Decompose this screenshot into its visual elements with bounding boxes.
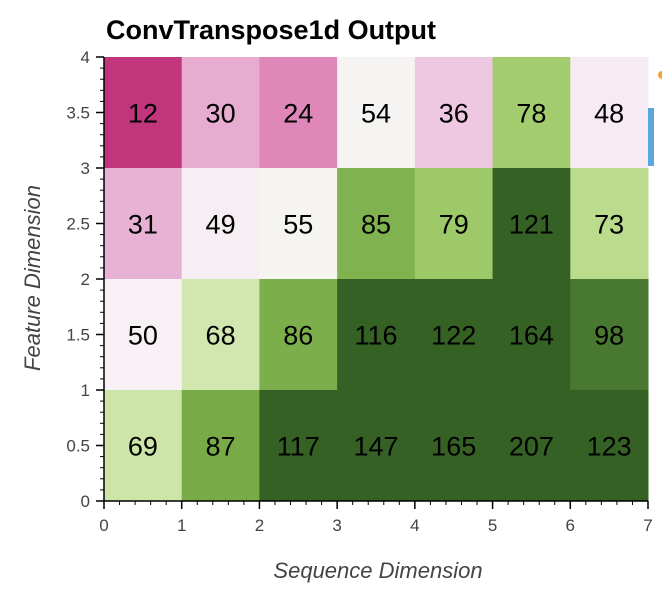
cell-value-label-r0-c0: 12	[128, 99, 158, 129]
x-tick-label-4: 4	[410, 516, 419, 535]
heatmap-cell-r3-c6[interactable]	[570, 390, 649, 502]
y-tick-label-6: 3	[81, 159, 90, 178]
cell-value-label-r0-c3: 54	[361, 99, 391, 129]
cell-value-label-r0-c6: 48	[594, 99, 624, 129]
cell-value-label-r3-c0: 69	[128, 432, 158, 462]
cell-value-label-r2-c6: 98	[594, 321, 624, 351]
heatmap-cell-r0-c4[interactable]	[414, 57, 494, 169]
heatmap-cell-r2-c0[interactable]	[104, 279, 183, 391]
cell-value-label-r0-c5: 78	[516, 99, 546, 129]
heatmap-cell-r2-c6[interactable]	[570, 279, 649, 391]
cell-value-label-r2-c1: 68	[206, 321, 236, 351]
cell-value-label-r2-c5: 164	[509, 321, 554, 351]
cell-value-label-r1-c3: 85	[361, 210, 391, 240]
y-tick-label-2: 1	[81, 381, 90, 400]
heatmap-cell-r3-c5[interactable]	[492, 390, 571, 502]
heatmap-cell-r3-c4[interactable]	[414, 390, 494, 502]
cell-value-label-r3-c2: 117	[277, 432, 320, 462]
cell-value-label-r1-c4: 79	[439, 210, 469, 240]
cell-value-label-r0-c4: 36	[439, 99, 469, 129]
partial-toolbar-icon[interactable]	[658, 71, 662, 79]
heatmap-cell-r2-c3[interactable]	[337, 279, 416, 391]
heatmap-cell-r3-c3[interactable]	[337, 390, 416, 502]
x-tick-label-5: 5	[488, 516, 497, 535]
heatmap-cell-r3-c0[interactable]	[104, 390, 183, 502]
heatmap-cell-r1-c4[interactable]	[414, 168, 494, 280]
axes: 0 1 2 3 4 5 6 700.511.522.533.54	[66, 48, 652, 535]
x-tick-label-2: 2	[255, 516, 264, 535]
heatmap-cell-r2-c2[interactable]	[259, 279, 338, 391]
cell-value-label-r2-c2: 86	[283, 321, 313, 351]
heatmap-cell-r0-c0[interactable]	[104, 57, 183, 169]
y-tick-label-8: 4	[81, 48, 90, 67]
heatmap-cells	[104, 57, 649, 502]
heatmap-cell-r0-c5[interactable]	[492, 57, 571, 169]
heatmap-cell-r0-c3[interactable]	[337, 57, 416, 169]
x-tick-label-6: 6	[566, 516, 575, 535]
heatmap-cell-r1-c5[interactable]	[492, 168, 571, 280]
heatmap-cell-r0-c1[interactable]	[181, 57, 260, 169]
cell-value-label-r2-c4: 122	[431, 321, 476, 351]
cell-value-label-r1-c1: 49	[206, 210, 236, 240]
cell-value-label-r1-c6: 73	[594, 210, 624, 240]
heatmap-cell-r1-c1[interactable]	[181, 168, 260, 280]
x-tick-label-0: 0	[99, 516, 108, 535]
y-tick-label-4: 2	[81, 270, 90, 289]
y-tick-label-3: 1.5	[66, 326, 90, 345]
y-axis-label: Feature Dimension	[20, 185, 45, 371]
y-tick-label-0: 0	[81, 492, 90, 511]
heatmap-cell-r1-c6[interactable]	[570, 168, 649, 280]
cell-value-label-r3-c3: 147	[353, 432, 398, 462]
x-tick-label-7: 7	[643, 516, 652, 535]
cell-value-label-r3-c6: 123	[587, 432, 632, 462]
heatmap-cell-r0-c2[interactable]	[259, 57, 338, 169]
y-tick-label-5: 2.5	[66, 215, 90, 234]
x-tick-label-3: 3	[332, 516, 341, 535]
cell-value-label-r1-c2: 55	[283, 210, 313, 240]
heatmap-cell-r3-c1[interactable]	[181, 390, 260, 502]
cell-value-label-r3-c5: 207	[509, 432, 554, 462]
cell-value-label-r3-c4: 165	[431, 432, 476, 462]
cell-value-label-r1-c5: 121	[509, 210, 554, 240]
x-tick-label-1: 1	[177, 516, 186, 535]
heatmap-cell-r1-c0[interactable]	[104, 168, 183, 280]
cell-value-label-r0-c2: 24	[283, 99, 313, 129]
heatmap-cell-r3-c2[interactable]	[259, 390, 338, 502]
cell-value-label-r0-c1: 30	[206, 99, 236, 129]
heatmap-cell-r2-c4[interactable]	[414, 279, 494, 391]
partial-scrollbar-indicator[interactable]	[648, 108, 654, 166]
cell-value-labels: 12 30 24 54 36 78 48 31 49 55 85 79 121 73 50 68 86 116 12…	[128, 99, 632, 462]
cell-value-label-r2-c0: 50	[128, 321, 158, 351]
y-tick-label-7: 3.5	[66, 104, 90, 123]
heatmap-cell-r2-c5[interactable]	[492, 279, 571, 391]
heatmap-cell-r1-c2[interactable]	[259, 168, 338, 280]
chart-title: ConvTranspose1d Output	[106, 15, 436, 45]
x-axis-label: Sequence Dimension	[273, 558, 482, 583]
y-tick-label-1: 0.5	[66, 437, 90, 456]
cell-value-label-r2-c3: 116	[354, 321, 397, 351]
heatmap-cell-r1-c3[interactable]	[337, 168, 416, 280]
cell-value-label-r1-c0: 31	[128, 210, 158, 240]
heatmap-cell-r2-c1[interactable]	[181, 279, 260, 391]
cell-value-label-r3-c1: 87	[206, 432, 236, 462]
heatmap-cell-r0-c6[interactable]	[570, 57, 649, 169]
